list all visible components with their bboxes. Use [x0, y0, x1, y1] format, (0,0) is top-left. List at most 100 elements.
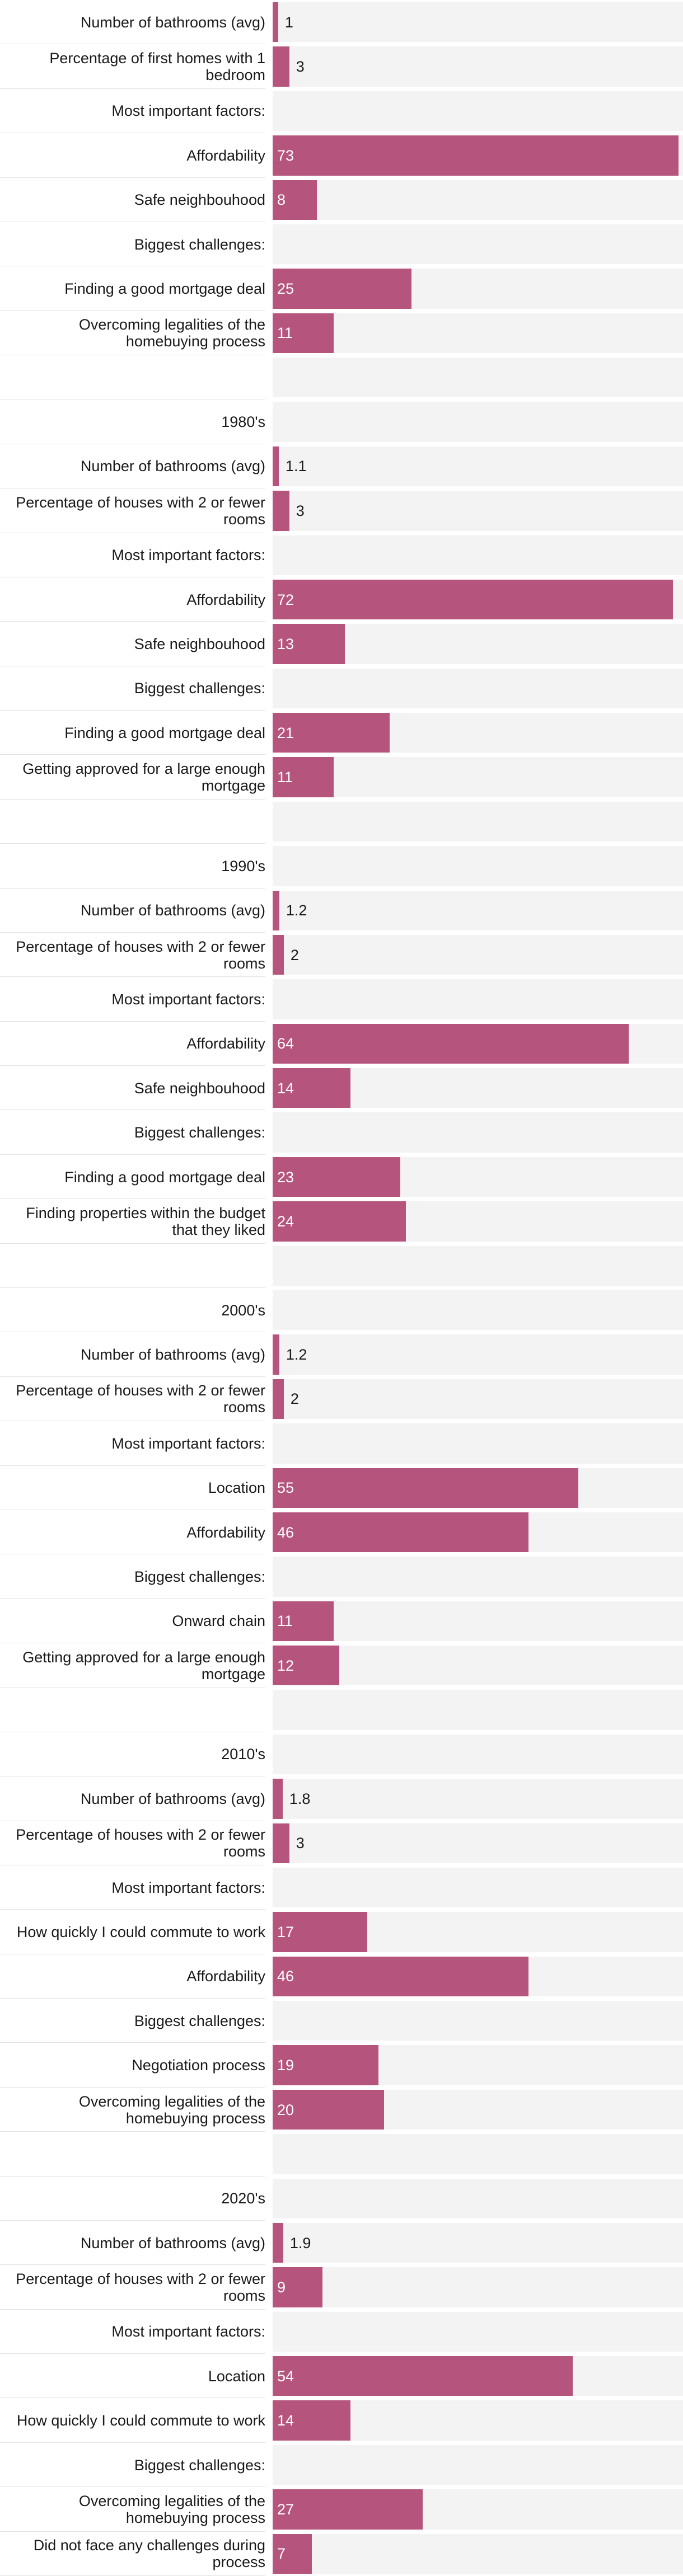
bar-track — [273, 2267, 683, 2307]
row-divider — [0, 177, 265, 178]
row-label: Getting approved for a large enough mort… — [0, 1643, 265, 1687]
chart-row: Affordability 64 — [0, 1022, 683, 1066]
row-label-text: Number of bathrooms (avg) — [80, 1346, 265, 1364]
bar — [273, 1068, 351, 1108]
chart-row: Number of bathrooms (avg) 1.9 — [0, 2221, 683, 2265]
bar — [273, 1379, 284, 1419]
row-label-text: Percentage of houses with 2 or fewer roo… — [16, 1382, 265, 1416]
bar — [273, 180, 317, 220]
row-label-text: Biggest challenges: — [134, 2456, 265, 2474]
bar-value-label: 25 — [277, 280, 294, 297]
row-divider — [0, 1243, 265, 1244]
bar-track — [273, 890, 683, 930]
bar — [273, 1468, 579, 1508]
bar-track — [273, 979, 683, 1019]
row-label: 2000's — [0, 1288, 265, 1332]
row-label-text: 2010's — [221, 1746, 265, 1763]
row-label-text: Most important factors: — [111, 1435, 265, 1452]
bar — [273, 1912, 367, 1952]
chart-row — [0, 800, 683, 844]
bar-track — [273, 46, 683, 87]
row-label-text: Location — [208, 1479, 265, 1497]
row-label: Affordability — [0, 577, 265, 622]
bar — [273, 2222, 283, 2263]
bar-value-label: 2 — [290, 1390, 299, 1408]
bar — [273, 579, 673, 620]
row-label: Overcoming legalities of the homebuying … — [0, 311, 265, 355]
bar-value-label: 46 — [277, 1968, 294, 1985]
row-divider — [0, 1021, 265, 1022]
row-divider — [0, 2220, 265, 2221]
row-divider — [0, 2486, 265, 2488]
chart-row: 1980's — [0, 399, 683, 444]
row-label: Did not face any challenges during proce… — [0, 2532, 265, 2576]
row-label-text: 1990's — [221, 857, 265, 875]
row-label: Safe neighbouhood — [0, 1066, 265, 1110]
row-divider — [0, 1065, 265, 1066]
bar — [273, 269, 412, 309]
row-divider — [0, 1198, 265, 1200]
bar-track — [273, 1290, 683, 1331]
row-label-text: Number of bathrooms (avg) — [80, 458, 265, 475]
row-label: Affordability — [0, 1510, 265, 1554]
bar-track — [273, 491, 683, 531]
row-label-text: Biggest challenges: — [134, 1124, 265, 1141]
bar-value-label: 24 — [277, 1212, 294, 1230]
bar-track — [273, 668, 683, 709]
bar-value-label: 20 — [277, 2101, 294, 2118]
chart-row: Location 54 — [0, 2354, 683, 2399]
row-label: Negotiation process — [0, 2043, 265, 2087]
bar — [273, 934, 284, 975]
bar-value-label: 1 — [284, 13, 293, 31]
bar — [273, 446, 279, 487]
chart-row: Onward chain 11 — [0, 1599, 683, 1644]
chart-row: Most important factors: — [0, 2310, 683, 2354]
row-label: How quickly I could commute to work — [0, 1910, 265, 1954]
row-label-text: Overcoming legalities of the homebuying … — [78, 2492, 265, 2526]
bar-track — [273, 446, 683, 487]
chart-row: Did not face any challenges during proce… — [0, 2532, 683, 2576]
bar-value-label: 1.1 — [285, 458, 307, 475]
row-label-text: Overcoming legalities of the homebuying … — [78, 316, 265, 350]
bar-track — [273, 2178, 683, 2218]
chart-row: Location 55 — [0, 1466, 683, 1510]
chart-row: Percentage of first homes with 1 bedroom… — [0, 44, 683, 89]
chart-row: Biggest challenges: — [0, 2443, 683, 2488]
row-label: Number of bathrooms (avg) — [0, 2221, 265, 2265]
row-label: Number of bathrooms (avg) — [0, 0, 265, 44]
row-label-text: Overcoming legalities of the homebuying … — [78, 2093, 265, 2127]
bar-track — [273, 2533, 683, 2574]
row-divider — [0, 754, 265, 755]
row-label: Affordability — [0, 1954, 265, 1999]
chart-row: Biggest challenges: — [0, 1554, 683, 1599]
row-divider — [0, 2575, 265, 2576]
row-label: 2010's — [0, 1732, 265, 1776]
bar-track — [273, 2445, 683, 2485]
chart-row: Affordability 46 — [0, 1510, 683, 1555]
row-divider — [0, 1465, 265, 1466]
row-label-text: Getting approved for a large enough mort… — [22, 760, 265, 795]
row-label: Finding properties within the budget tha… — [0, 1199, 265, 1243]
row-label-text: Affordability — [186, 147, 265, 164]
bar — [273, 624, 345, 664]
row-label: Most important factors: — [0, 1421, 265, 1465]
row-divider — [0, 2531, 265, 2532]
row-label: Number of bathrooms (avg) — [0, 1332, 265, 1376]
bar — [273, 1512, 528, 1553]
bar-track — [273, 180, 683, 220]
bar — [273, 1201, 406, 1242]
row-label: 1990's — [0, 844, 265, 888]
row-label: Percentage of houses with 2 or fewer roo… — [0, 1821, 265, 1865]
bar-track — [273, 846, 683, 886]
bar-track — [273, 313, 683, 354]
chart-row: Negotiation process 19 — [0, 2043, 683, 2088]
row-divider — [0, 88, 265, 89]
row-label-text: Percentage of houses with 2 or fewer roo… — [16, 493, 265, 528]
row-label-text: Safe neighbouhood — [134, 1079, 265, 1097]
chart-row: Safe neighbouhood 8 — [0, 178, 683, 222]
bar-value-label: 14 — [277, 1079, 294, 1097]
row-divider — [0, 1287, 265, 1288]
row-label: Percentage of houses with 2 or fewer roo… — [0, 1377, 265, 1421]
row-label: Overcoming legalities of the homebuying … — [0, 2088, 265, 2132]
chart-row: 2000's — [0, 1288, 683, 1333]
